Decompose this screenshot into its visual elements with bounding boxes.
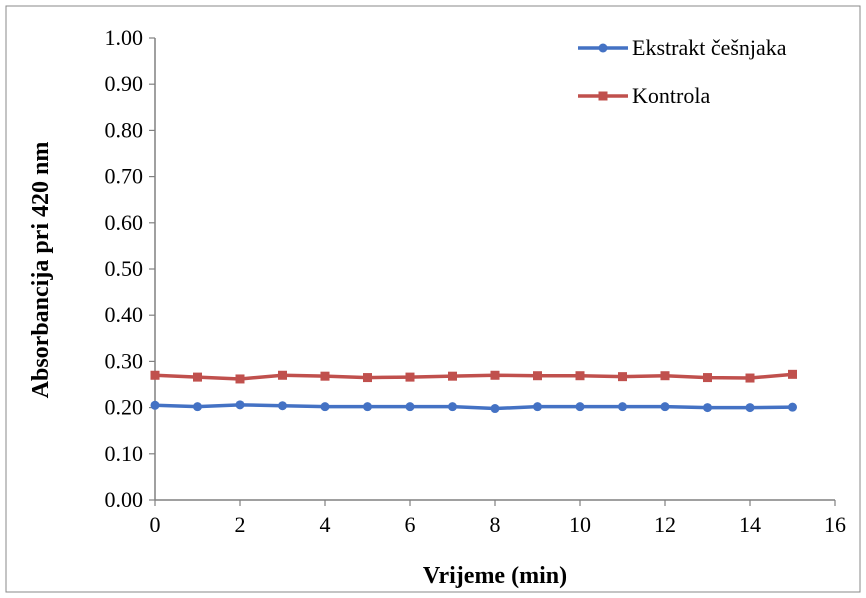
x-tick-label: 8 (490, 512, 501, 537)
data-point (193, 402, 202, 412)
x-tick-label: 2 (235, 512, 246, 537)
data-point (618, 372, 627, 382)
y-tick-label: 0.00 (105, 487, 144, 512)
x-axis-ticks: 0 2 4 6 8 10 12 14 16 (150, 500, 846, 537)
data-point (193, 372, 202, 382)
data-point (788, 402, 797, 412)
data-point (745, 403, 755, 413)
legend-marker (598, 43, 608, 53)
data-point (745, 373, 755, 383)
data-point (278, 401, 287, 411)
series-layer (150, 369, 797, 414)
data-point (448, 402, 457, 412)
data-point (660, 371, 670, 381)
x-tick-label: 12 (654, 512, 676, 537)
chart-border (5, 5, 861, 593)
data-point (363, 402, 372, 412)
x-tick-label: 14 (739, 512, 761, 537)
x-tick-label: 10 (569, 512, 591, 537)
data-point (575, 371, 585, 381)
data-point (150, 370, 160, 380)
data-point (448, 371, 457, 381)
data-point (618, 402, 627, 412)
data-point (235, 374, 245, 384)
y-axis-ticks: 0.00 0.10 0.20 0.30 0.40 0.50 0.60 0.70 0.80 0.90… (105, 25, 155, 512)
data-point (490, 370, 500, 380)
data-point (235, 400, 245, 410)
legend-label: Ekstrakt češnjaka (632, 35, 787, 60)
y-tick-label: 0.70 (105, 164, 144, 189)
data-point (788, 369, 797, 379)
data-point (278, 370, 287, 380)
y-tick-label: 0.40 (105, 302, 144, 327)
data-point (490, 404, 500, 414)
y-tick-label: 1.00 (105, 25, 144, 50)
y-tick-label: 0.60 (105, 210, 144, 235)
y-tick-label: 0.80 (105, 117, 144, 142)
data-point (363, 373, 372, 383)
legend: Ekstrakt češnjaka Kontrola (578, 35, 787, 108)
legend-marker (598, 91, 608, 101)
x-tick-label: 4 (320, 512, 331, 537)
y-tick-label: 0.50 (105, 256, 144, 281)
series-line (154, 372, 793, 381)
series-1 (150, 369, 797, 384)
y-axis-title: Absorbancija pri 420 nm (28, 142, 54, 399)
y-tick-label: 0.10 (105, 441, 144, 466)
data-point (533, 402, 542, 412)
legend-label: Kontrola (632, 83, 710, 108)
data-point (660, 402, 670, 412)
data-point (575, 402, 585, 412)
x-tick-label: 6 (405, 512, 416, 537)
x-tick-label: 16 (824, 512, 846, 537)
y-tick-label: 0.30 (105, 348, 144, 373)
data-point (320, 371, 330, 381)
data-point (405, 402, 415, 412)
data-point (703, 403, 712, 413)
series-line (154, 403, 793, 411)
data-point (150, 400, 160, 410)
data-point (533, 371, 542, 381)
x-axis-title: Vrijeme (min) (423, 563, 567, 589)
y-tick-label: 0.90 (105, 71, 144, 96)
data-point (405, 372, 415, 382)
x-tick-label: 0 (150, 512, 161, 537)
series-0 (150, 400, 797, 414)
data-point (320, 402, 330, 412)
y-tick-label: 0.20 (105, 395, 144, 420)
data-point (703, 373, 712, 383)
